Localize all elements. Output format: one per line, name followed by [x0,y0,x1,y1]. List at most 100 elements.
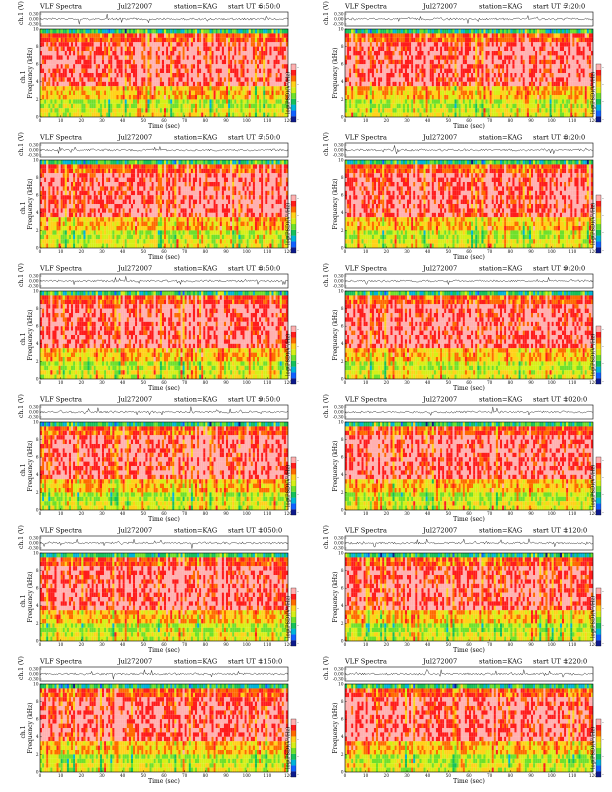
spectrogram [40,160,289,249]
spectrogram-cell [588,103,591,109]
spectrogram-cell [99,81,103,87]
spectrogram-cell [261,46,264,52]
spectrogram-cell [438,86,441,91]
spectrogram-cell [444,51,447,56]
spectrogram-cell [425,86,428,91]
spectrogram-cell [118,59,121,65]
spectrogram-cell [133,37,136,43]
spectrogram-cell [215,73,218,78]
spectrogram-cell [159,112,162,118]
spectrogram-cell [456,112,459,118]
spectrogram-cell [95,90,98,96]
spectrogram-cell [186,103,189,109]
spectrogram-cell [124,103,127,109]
spectrogram-cell [215,103,218,109]
spectrogram-cell [211,112,214,118]
spectrogram-cell [566,73,569,78]
spectrogram-cell [95,33,98,38]
spectrogram-cell [66,81,69,87]
spectrogram-cell [120,64,123,69]
spectrogram-cell [481,103,484,109]
spectrogram-cell [275,46,278,52]
spectrogram-cell [497,68,501,74]
spectrogram-cell [159,46,162,52]
spectrogram-cell [551,103,554,109]
spectrogram-cell [524,37,527,43]
spectrogram-cell [52,59,55,65]
spectrogram-cell [168,51,171,56]
spectrogram-cell [361,37,364,43]
spectrogram-cell [528,55,532,60]
spectrogram-cell [197,37,200,43]
spectrogram-cell [58,99,61,104]
spectrogram-cell [584,42,587,47]
spectrogram-cell [557,51,560,56]
spectrogram-cell [411,112,414,118]
spectrogram-cell [137,90,140,96]
spectrogram-cell [151,86,154,91]
spectrogram-cell [182,81,185,87]
spectrogram-cell [64,46,67,52]
spectrogram-cell [221,112,224,118]
spectrogram-cell [514,73,517,78]
spectrogram-cell [104,90,107,96]
spectrogram-cell [460,99,463,104]
spectrogram-cell [269,29,272,34]
spectrogram-cell [71,81,74,87]
spectrogram-cell [141,51,144,56]
spectrogram-cell [392,59,395,65]
spectrogram-cell [126,77,129,82]
spectrogram-cell [56,77,59,82]
spectrogram-cell [386,59,389,65]
spectrogram-cell [493,95,496,100]
spectrogram-cell [394,59,397,65]
spectrogram-cell [66,68,69,74]
spectrogram-cell [539,37,542,43]
spectrogram-cell [283,81,286,87]
spectrogram-cell [376,81,379,87]
spectrogram-cell [543,112,546,118]
spectrogram-cell [217,68,220,74]
spectrogram-cell [369,51,372,56]
spectrogram-cell [261,51,264,56]
spectrogram-cell [518,37,521,43]
spectrogram-cell [535,99,538,104]
spectrogram-cell [495,59,498,65]
spectrogram-cell [213,42,216,47]
spectrogram-cell [273,51,276,56]
spectrogram-cell [124,42,127,47]
spectrogram-cell [528,33,532,38]
spectrogram-cell [524,29,527,34]
spectrogram-cell [75,86,78,91]
spectrogram-cell [590,64,594,69]
spectrogram-cell [456,73,459,78]
spectrogram-cell [456,46,459,52]
spectrogram-cell [269,55,272,60]
spectrogram-cell [438,103,441,109]
spectrogram-cell [168,99,171,104]
spectrogram-cell [413,29,416,34]
spectrogram-xtick: 30 [404,118,410,123]
spectrogram-cell [73,29,76,34]
spectrogram-cell [590,51,594,56]
spectrogram-cell [392,73,395,78]
spectrogram-cell [226,42,229,47]
spectrogram-cell [400,77,403,82]
spectrogram-cell [180,99,183,104]
spectrogram-cell [473,51,476,56]
spectrogram-cell [551,86,554,91]
spectrogram-cell [209,42,212,47]
spectrogram-cell [495,55,498,60]
spectrogram-cell [114,77,117,82]
spectrogram-cell [186,64,189,69]
spectrogram-cell [400,99,403,104]
spectrogram-cell [477,73,480,78]
spectrogram-cell [252,42,255,47]
spectrogram-cell [402,81,405,87]
spectrogram-cell [562,108,565,113]
spectrogram-cell [66,64,69,69]
spectrogram-cell [116,37,119,43]
spectrogram-cell [114,81,117,87]
spectrogram-cell [537,46,540,52]
spectrogram-cell [438,64,441,69]
